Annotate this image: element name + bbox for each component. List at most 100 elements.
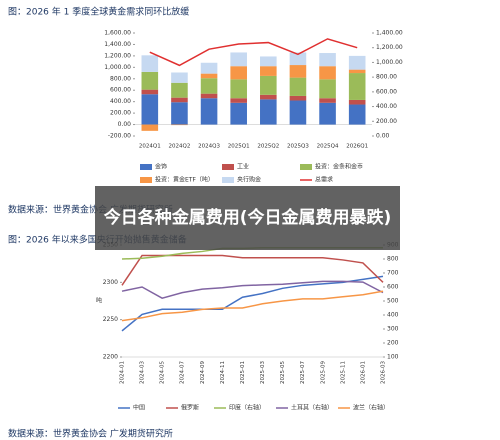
bar-segment: [171, 97, 188, 103]
line: [121, 290, 384, 322]
bar-segment: [200, 98, 218, 125]
y-tick-label: 600.00: [110, 87, 131, 94]
bar-segment: [230, 79, 247, 99]
x-tick-label: 2024-11: [220, 361, 226, 384]
bar-segment: [141, 89, 159, 95]
y2-tick-label: 400: [387, 312, 399, 319]
legend-label: 土耳其（右轴）: [291, 404, 333, 412]
legend-label: 央行购金: [237, 176, 261, 184]
bar-segment: [289, 100, 307, 125]
x-tick-label: 2025Q4: [317, 144, 339, 150]
y-tick-label: 0.00: [118, 121, 132, 128]
legend-label: 金饰: [155, 163, 167, 171]
bar-segment: [171, 82, 188, 98]
y2-tick-label: 600: [387, 284, 399, 291]
x-tick-label: 2024Q1: [139, 144, 161, 150]
source: 数据来源：世界黄金协会 广发期货研究所: [8, 428, 173, 440]
y2-tick-label: 300: [387, 326, 399, 333]
y-tick-label: 2200: [103, 354, 118, 361]
bar-segment: [348, 73, 366, 100]
bar-segment: [348, 99, 366, 105]
x-tick-label: 2025-07: [300, 361, 306, 384]
y-tick-label: 1,400.00: [104, 41, 131, 48]
bar-segment: [319, 98, 336, 103]
bar-segment: [348, 69, 366, 74]
bar-segment: [289, 95, 307, 101]
x-tick-label: 2026Q1: [346, 144, 368, 150]
x-tick-label: 2024-07: [180, 361, 186, 384]
line: [121, 280, 384, 300]
y2-tick-label: 800: [387, 256, 399, 263]
bar-segment: [319, 66, 336, 80]
bar-segment: [171, 102, 188, 125]
bar-segment: [230, 102, 247, 125]
x-tick-label: 2025-01: [240, 361, 246, 384]
bar-segment: [171, 124, 188, 126]
y-tick-label: -200.00: [108, 133, 131, 140]
overlay-banner: 今日各种金属费用(今日金属费用暴跌): [95, 186, 400, 250]
x-tick-label: 2024Q2: [169, 144, 191, 150]
bar-segment: [319, 79, 336, 99]
y-tick-label: 1,600.00: [104, 30, 131, 37]
y2-tick-label: 800.00: [376, 74, 397, 81]
legend-swatch: [222, 177, 234, 183]
y2-tick-label: 200: [387, 340, 399, 347]
bar-segment: [289, 65, 307, 78]
x-tick-label: 2026-01: [360, 361, 366, 384]
bar-segment: [260, 66, 277, 76]
x-tick-label: 2025-09: [320, 361, 326, 384]
x-tick-label: 2025-03: [260, 361, 266, 384]
bar-segment: [319, 102, 336, 125]
y-tick-label: 2300: [103, 279, 118, 286]
x-tick-label: 2024Q3: [198, 144, 220, 150]
bar-segment: [260, 56, 277, 67]
legend-swatch: [140, 177, 152, 183]
legend-label: 中国: [133, 404, 145, 412]
y2-tick-label: 400.00: [376, 103, 397, 110]
x-tick-label: 2024-09: [200, 361, 206, 384]
y2-tick-label: 1,000.00: [376, 59, 403, 66]
bar-segment: [289, 77, 307, 96]
legend-swatch: [222, 164, 234, 170]
legend-swatch: [140, 164, 152, 170]
bar-segment: [260, 99, 277, 125]
bar-segment: [141, 94, 159, 125]
x-tick-label: 2025-05: [280, 361, 286, 384]
caption: 图：2026 年 1 季度全球黄金需求同环比放缓: [8, 6, 189, 18]
bar-segment: [200, 93, 218, 99]
y2-tick-label: 100: [387, 354, 399, 361]
bar-segment: [260, 75, 277, 95]
y2-tick-label: 1,200.00: [376, 44, 403, 51]
legend-label: 波兰（右轴）: [353, 404, 389, 412]
bar-segment: [230, 52, 247, 67]
y-tick-label: 1,000.00: [104, 64, 131, 71]
bar-segment: [141, 71, 159, 90]
legend-label: 投资：金条和金币: [315, 163, 363, 171]
x-tick-label: 2024-05: [160, 361, 166, 384]
bar-segment: [200, 62, 218, 74]
bar-segment: [348, 55, 366, 70]
legend-label: 投资：黄金ETF（吨）: [155, 176, 214, 184]
y2-tick-label: 200.00: [376, 118, 397, 125]
bar-segment: [319, 53, 336, 67]
bar-segment: [260, 94, 277, 100]
bar-segment: [141, 55, 159, 72]
bar-segment: [348, 104, 366, 125]
bar-segment: [289, 52, 307, 66]
y-tick-label: 1,200.00: [104, 52, 131, 59]
y-axis-label: 吨: [96, 297, 102, 305]
x-tick-label: 2025-11: [340, 361, 346, 384]
bar-segment: [230, 66, 247, 80]
bar-segment: [200, 73, 218, 79]
y-tick-label: 400.00: [110, 98, 131, 105]
y2-tick-label: 700: [387, 270, 399, 277]
legend-swatch: [300, 164, 312, 170]
x-tick-label: 2025Q3: [287, 144, 309, 150]
bar-segment: [200, 78, 218, 94]
legend-label: 总需求: [315, 176, 333, 184]
y2-tick-label: 500: [387, 298, 399, 305]
y2-tick-label: 600.00: [376, 88, 397, 95]
legend-label: 俄罗斯: [181, 404, 199, 412]
